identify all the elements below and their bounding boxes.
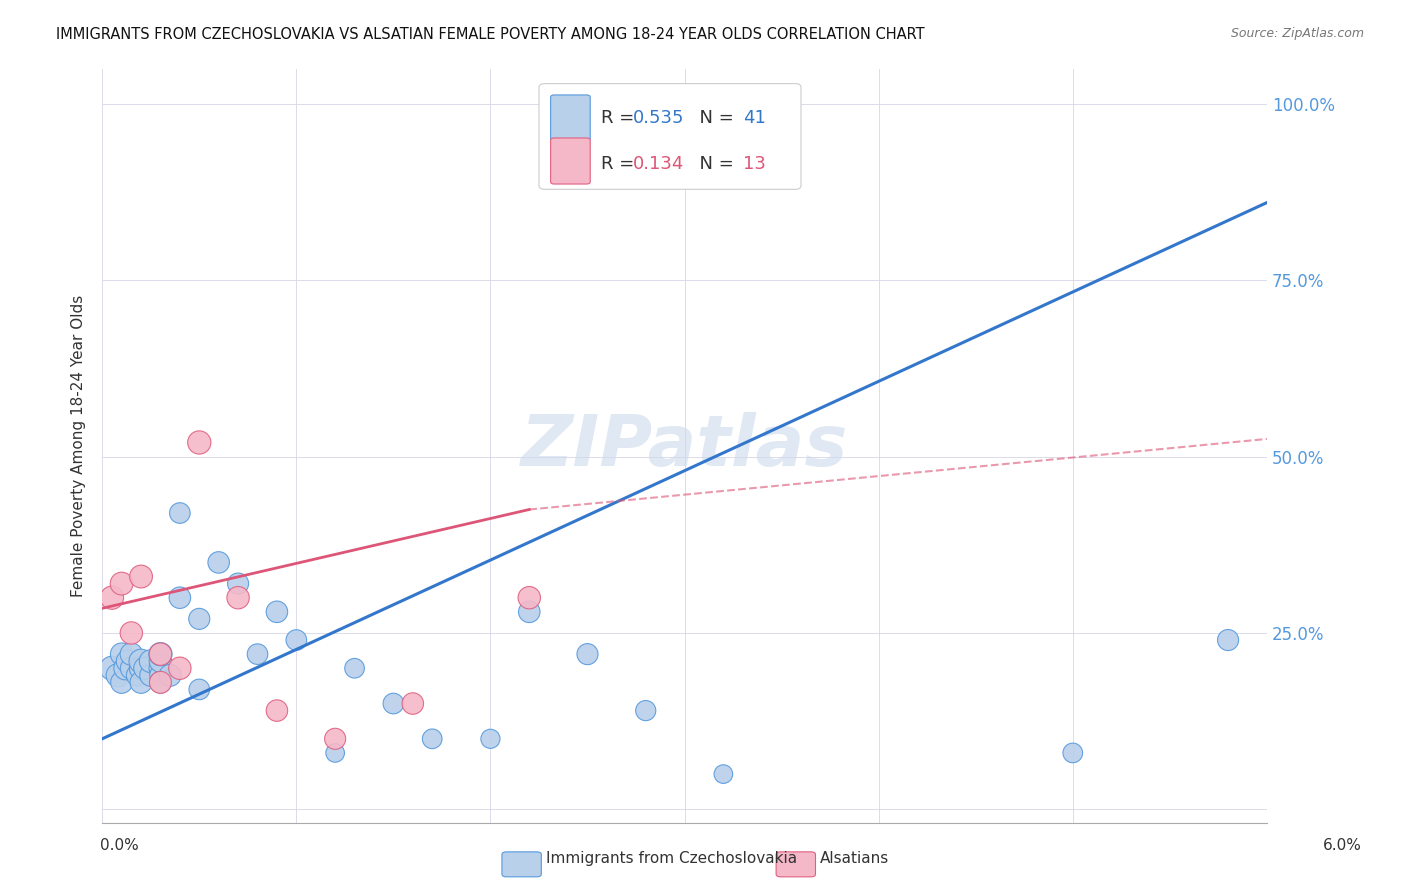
Text: Alsatians: Alsatians — [820, 851, 889, 865]
Point — [246, 647, 269, 661]
Point — [343, 661, 366, 675]
Text: R =: R = — [600, 155, 640, 173]
Point — [111, 647, 134, 661]
Text: 0.134: 0.134 — [633, 155, 685, 173]
Text: Source: ZipAtlas.com: Source: ZipAtlas.com — [1230, 27, 1364, 40]
Point — [1216, 633, 1239, 648]
Point — [169, 591, 191, 605]
Point — [323, 731, 346, 746]
Point — [711, 767, 734, 781]
Point — [517, 591, 540, 605]
Text: ZIPatlas: ZIPatlas — [520, 411, 848, 481]
Text: Immigrants from Czechoslovakia: Immigrants from Czechoslovakia — [546, 851, 797, 865]
Point — [479, 731, 502, 746]
Y-axis label: Female Poverty Among 18-24 Year Olds: Female Poverty Among 18-24 Year Olds — [72, 295, 86, 597]
Point — [149, 668, 172, 682]
Point — [420, 731, 443, 746]
Text: IMMIGRANTS FROM CZECHOSLOVAKIA VS ALSATIAN FEMALE POVERTY AMONG 18-24 YEAR OLDS : IMMIGRANTS FROM CZECHOSLOVAKIA VS ALSATI… — [56, 27, 925, 42]
Point — [382, 697, 405, 711]
Point — [149, 654, 172, 668]
Text: 41: 41 — [742, 109, 766, 127]
Text: 13: 13 — [742, 155, 766, 173]
Point — [127, 668, 149, 682]
Point — [120, 647, 142, 661]
Point — [188, 682, 211, 697]
Point — [226, 591, 249, 605]
Point — [576, 647, 599, 661]
Point — [266, 704, 288, 718]
Point — [149, 675, 172, 690]
Point — [208, 556, 231, 570]
Point — [1062, 746, 1084, 760]
Text: N =: N = — [688, 109, 740, 127]
Point — [129, 661, 152, 675]
Point — [129, 675, 152, 690]
Point — [149, 647, 172, 661]
Point — [149, 647, 172, 661]
FancyBboxPatch shape — [551, 95, 591, 141]
Point — [169, 661, 191, 675]
Point — [323, 746, 346, 760]
Point — [226, 576, 249, 591]
Point — [139, 668, 162, 682]
Point — [402, 697, 425, 711]
Text: R =: R = — [600, 109, 640, 127]
Point — [129, 654, 152, 668]
Point — [149, 661, 172, 675]
Point — [159, 668, 181, 682]
Text: 6.0%: 6.0% — [1323, 838, 1362, 853]
Point — [266, 605, 288, 619]
Point — [134, 661, 156, 675]
Point — [634, 704, 657, 718]
Point — [129, 569, 152, 583]
Point — [111, 675, 134, 690]
FancyBboxPatch shape — [538, 84, 801, 189]
Point — [188, 612, 211, 626]
Text: 0.0%: 0.0% — [100, 838, 139, 853]
Point — [101, 661, 124, 675]
Point — [101, 591, 124, 605]
Text: 0.535: 0.535 — [633, 109, 685, 127]
Point — [117, 654, 139, 668]
Point — [111, 576, 134, 591]
Point — [285, 633, 308, 648]
Text: N =: N = — [688, 155, 740, 173]
Point — [107, 668, 129, 682]
Point — [188, 435, 211, 450]
Point — [149, 675, 172, 690]
Point — [120, 661, 142, 675]
Point — [114, 661, 136, 675]
FancyBboxPatch shape — [551, 138, 591, 184]
Point — [139, 654, 162, 668]
Point — [169, 506, 191, 520]
Point — [517, 605, 540, 619]
Point — [120, 626, 142, 640]
